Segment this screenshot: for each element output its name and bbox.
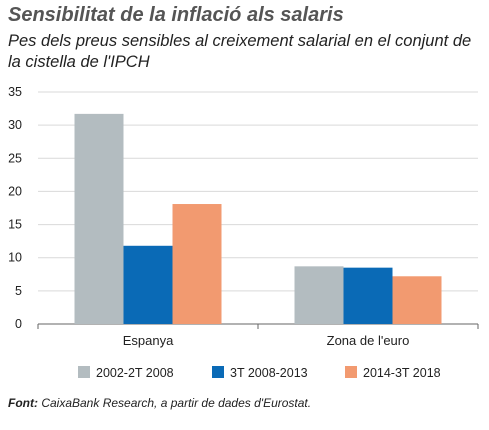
chart-title: Sensibilitat de la inflació als salaris bbox=[8, 4, 344, 26]
legend-label: 2014-3T 2018 bbox=[363, 366, 441, 380]
legend-swatch bbox=[345, 366, 357, 378]
x-category-label: Espanya bbox=[123, 333, 174, 348]
source-note: Font: CaixaBank Research, a partir de da… bbox=[8, 396, 311, 410]
bar bbox=[123, 245, 173, 324]
y-tick-label: 0 bbox=[15, 317, 22, 331]
legend-swatch bbox=[78, 366, 90, 378]
bar bbox=[343, 267, 393, 324]
y-tick-label: 35 bbox=[8, 85, 22, 99]
bar bbox=[294, 266, 344, 324]
legend-label: 3T 2008-2013 bbox=[230, 366, 308, 380]
source-label: Font: bbox=[8, 396, 38, 410]
y-tick-label: 10 bbox=[8, 251, 22, 265]
y-tick-label: 30 bbox=[8, 118, 22, 132]
x-category-label: Zona de l'euro bbox=[327, 333, 410, 348]
source-text: CaixaBank Research, a partir de dades d'… bbox=[41, 396, 312, 410]
chart-subtitle: Pes dels preus sensibles al creixement s… bbox=[8, 32, 472, 71]
legend-swatch bbox=[212, 366, 224, 378]
y-tick-label: 5 bbox=[15, 284, 22, 298]
legend-label: 2002-2T 2008 bbox=[96, 366, 174, 380]
bar bbox=[172, 204, 222, 324]
bar bbox=[74, 113, 124, 324]
y-tick-label: 15 bbox=[8, 218, 22, 232]
y-tick-label: 25 bbox=[8, 151, 22, 165]
bar bbox=[392, 276, 442, 324]
y-tick-label: 20 bbox=[8, 184, 22, 198]
